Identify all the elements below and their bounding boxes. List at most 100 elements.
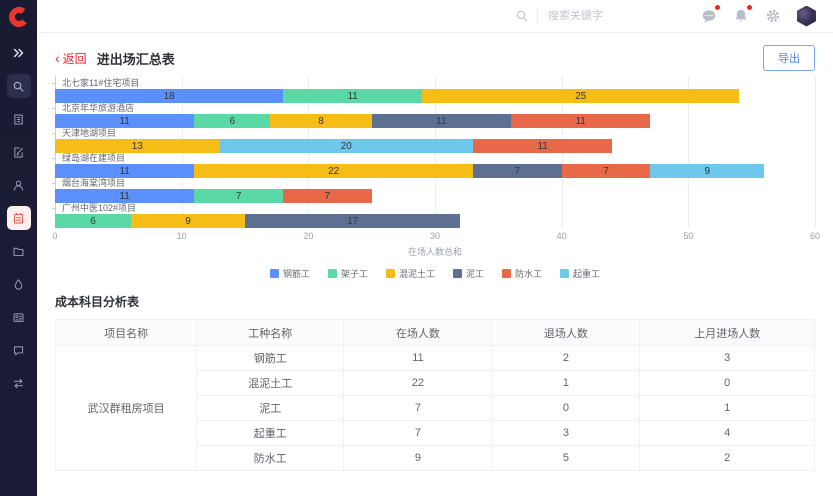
- table-cell: 1: [491, 370, 641, 396]
- chart-bar-segment[interactable]: 11: [510, 114, 651, 128]
- chart-bar-track: 6 9 17: [55, 214, 815, 228]
- chart-bar-segment[interactable]: 8: [270, 114, 372, 128]
- sidebar-item-search[interactable]: [6, 74, 31, 98]
- global-search: [515, 9, 638, 23]
- legend-item[interactable]: 钢筋工: [269, 267, 310, 280]
- back-chevron-icon[interactable]: ‹: [55, 50, 60, 66]
- user-icon: [13, 180, 24, 190]
- table-cell: 起重工: [196, 420, 345, 446]
- id-card-icon: [13, 312, 24, 322]
- chart-bar-row: 北七家11#住宅项目 18 11 25: [52, 78, 815, 103]
- chart-x-tick: 40: [556, 231, 567, 241]
- table-header-cell: 工种名称: [196, 319, 345, 346]
- chart-bar-segment[interactable]: 7: [472, 164, 562, 178]
- breadcrumb: ‹ 返回 进出场汇总表 导出: [55, 45, 815, 71]
- chart-bar-segment[interactable]: 18: [55, 89, 283, 103]
- gear-icon: [766, 9, 780, 23]
- chart-bar-track: 11 7 7: [55, 189, 815, 203]
- legend-item[interactable]: 架子工: [327, 267, 368, 280]
- chart-bar-segment[interactable]: 22: [194, 164, 473, 178]
- table-cell: 混泥土工: [196, 370, 345, 396]
- message-button[interactable]: [700, 5, 720, 25]
- chart-bar-segment[interactable]: 6: [194, 114, 271, 128]
- chart-bar-segment[interactable]: 20: [219, 139, 473, 153]
- sidebar-item-card[interactable]: [7, 305, 31, 329]
- table-cell: 4: [639, 420, 815, 446]
- table-header-cell: 项目名称: [54, 319, 198, 346]
- legend-item[interactable]: 泥工: [453, 267, 484, 280]
- sidebar-item-folder[interactable]: [7, 239, 31, 263]
- legend-swatch-icon: [560, 269, 570, 278]
- message-icon: [702, 10, 716, 23]
- chart-bar-label: 烟台海棠湾项目: [52, 178, 815, 189]
- chart-bar-segment[interactable]: 11: [371, 114, 511, 128]
- chart-bar-row: 绿岛湖在建项目 11 22 7 7 9: [52, 153, 815, 178]
- chart-bar-segment[interactable]: 17: [245, 214, 461, 228]
- chart-plot: 北七家11#住宅项目 18 11 25 北京年华旅游酒店 11 6 8 11 11 天津地湖项目 13…: [52, 76, 816, 228]
- chart-bar-label: 绿岛湖在建项目: [52, 153, 815, 164]
- sidebar-item-chat[interactable]: [7, 338, 31, 362]
- table-header-row: 项目名称 工种名称 在场人数 退场人数 上月进场人数: [54, 319, 815, 346]
- chart-legend: 钢筋工 架子工 混泥土工 泥工 防水工 起重工: [55, 267, 815, 280]
- chart-gridline: [815, 76, 816, 228]
- chart-gridline: [688, 76, 690, 228]
- legend-label: 泥工: [466, 269, 485, 279]
- table-cell: 7: [343, 420, 493, 446]
- chart-bar-segment[interactable]: 11: [283, 89, 423, 103]
- chart-bar-segment[interactable]: 11: [55, 164, 195, 178]
- sidebar-item-drop[interactable]: [7, 272, 31, 296]
- sidebar-item-report-active[interactable]: [6, 206, 31, 230]
- legend-item[interactable]: 混泥土工: [385, 267, 435, 280]
- entry-exit-chart: 北七家11#住宅项目 18 11 25 北京年华旅游酒店 11 6 8 11 11 天津地湖项目 13…: [52, 76, 820, 280]
- sidebar-item-building[interactable]: [7, 107, 31, 131]
- table-cell: 2: [639, 445, 815, 471]
- chart-bar-track: 13 20 11: [55, 139, 815, 153]
- settings-button[interactable]: [764, 7, 782, 25]
- search-icon: [516, 10, 528, 22]
- chart-bar-segment[interactable]: 9: [650, 164, 765, 178]
- table-row: 防水工 9 5 2: [56, 445, 815, 471]
- back-link[interactable]: 返回: [62, 51, 87, 66]
- chart-bar-segment[interactable]: 11: [55, 114, 195, 128]
- table-head: 项目名称 工种名称 在场人数 退场人数 上月进场人数: [54, 319, 815, 346]
- chart-x-axis-label: 在场人数总和: [407, 247, 462, 257]
- chart-bar-segment[interactable]: 25: [422, 89, 739, 103]
- table-cell: 11: [343, 345, 493, 371]
- table-row: 泥工 7 0 1: [56, 395, 815, 421]
- form-edit-icon: [14, 147, 23, 157]
- user-avatar[interactable]: [797, 5, 816, 27]
- chart-bar-segment[interactable]: 11: [472, 139, 613, 153]
- bell-badge: [747, 5, 752, 10]
- legend-swatch-icon: [502, 269, 512, 278]
- page-title: 进出场汇总表: [96, 51, 175, 67]
- chart-bar-segment[interactable]: 6: [55, 214, 131, 228]
- table-row: 混泥土工 22 1 0: [56, 370, 815, 396]
- legend-label: 防水工: [515, 269, 543, 279]
- chart-bar-segment[interactable]: 7: [282, 189, 372, 203]
- search-icon: [13, 81, 24, 92]
- sidebar-expand-button[interactable]: [7, 41, 31, 65]
- legend-label: 架子工: [340, 269, 368, 279]
- sidebar-item-form[interactable]: [7, 140, 31, 164]
- app-logo-icon: [8, 7, 29, 27]
- topbar: [37, 0, 833, 33]
- legend-item[interactable]: 起重工: [560, 267, 600, 280]
- sidebar-item-user[interactable]: [7, 173, 31, 197]
- table-cell: 1: [639, 395, 815, 421]
- table-header-cell: 上月进场人数: [639, 319, 815, 346]
- chart-bar-segment[interactable]: 7: [561, 164, 651, 178]
- legend-label: 起重工: [573, 269, 601, 279]
- double-chevron-right-icon: [13, 48, 23, 58]
- search-input[interactable]: [548, 10, 638, 22]
- chart-bar-segment[interactable]: 13: [55, 139, 220, 153]
- chart-bar-segment[interactable]: 7: [194, 189, 283, 203]
- notifications-button[interactable]: [732, 5, 752, 25]
- export-button[interactable]: 导出: [763, 45, 815, 71]
- chart-bar-segment[interactable]: 9: [131, 214, 245, 228]
- chart-x-tick: 10: [176, 231, 187, 241]
- sidebar-item-transfer[interactable]: [7, 371, 31, 395]
- legend-item[interactable]: 防水工: [502, 267, 542, 280]
- table-cell: 泥工: [196, 395, 345, 421]
- chart-bar-segment[interactable]: 11: [55, 189, 195, 203]
- message-badge: [715, 5, 720, 10]
